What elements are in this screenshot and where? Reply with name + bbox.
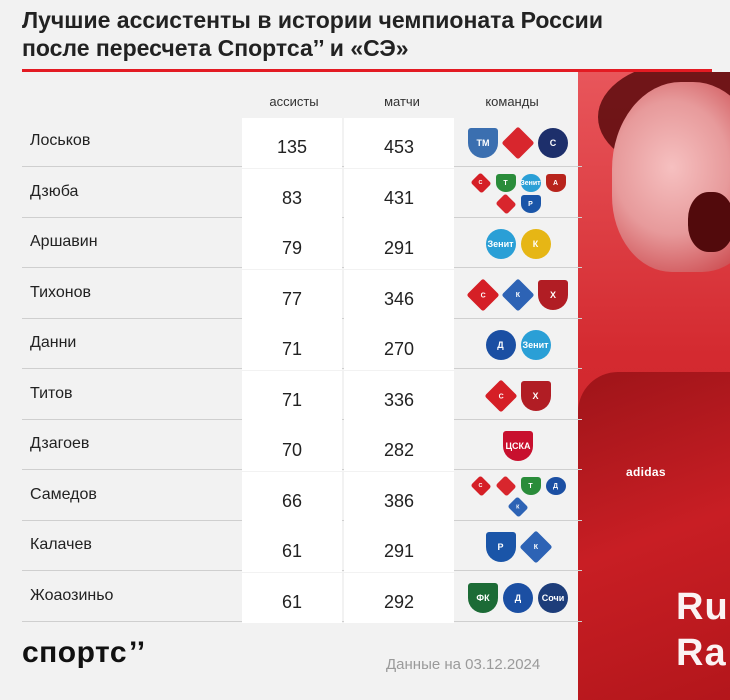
table-row: Дзюба 83 431 С Т Зенит А Р bbox=[22, 168, 582, 219]
player-name: Жоаозиньо bbox=[30, 586, 114, 604]
player-name: Лоськов bbox=[30, 132, 91, 149]
table-row: Лоськов 135 453 ТМ С bbox=[22, 118, 582, 168]
spartak-logo: С bbox=[483, 378, 518, 413]
assists-value: 70 bbox=[242, 421, 342, 471]
player-name: Тихонов bbox=[30, 283, 91, 301]
spartak-logo: С bbox=[470, 475, 491, 497]
spartak-logo: С bbox=[470, 172, 491, 194]
player-name: Самедов bbox=[30, 485, 97, 503]
team-logos: ТМ С bbox=[462, 121, 574, 165]
team-logos: ЦСКА bbox=[462, 424, 574, 468]
sports-logo: спортс’’ bbox=[22, 636, 146, 670]
player-name: Калачев bbox=[30, 536, 92, 553]
matches-value: 336 bbox=[344, 370, 454, 421]
table-row: Жоаозиньо 61 292 ФК Д Сочи bbox=[22, 572, 582, 623]
matches-value: 346 bbox=[344, 269, 454, 320]
matches-value: 386 bbox=[344, 471, 454, 522]
table-row: Дзагоев 70 282 ЦСКА bbox=[22, 421, 582, 471]
cska-logo: ЦСКА bbox=[503, 431, 533, 461]
assists-value: 66 bbox=[242, 471, 342, 522]
data-date-note: Данные на 03.12.2024 bbox=[386, 656, 541, 673]
assists-value: 135 bbox=[242, 118, 342, 168]
kit-sponsor-label: Ru Ra bbox=[676, 586, 729, 674]
kit-brand-label: adidas bbox=[626, 465, 666, 479]
tom-logo: Т bbox=[495, 174, 516, 192]
table-row: Данни 71 270 Д Зенит bbox=[22, 320, 582, 370]
matches-value: 453 bbox=[344, 118, 454, 168]
lokomotiv-logo bbox=[495, 193, 516, 215]
krasnodar-logo: ФК bbox=[468, 582, 498, 613]
lokomotiv-logo bbox=[501, 126, 535, 160]
rostov-logo: Р bbox=[485, 532, 516, 562]
team-logos: ФК Д Сочи bbox=[462, 576, 574, 620]
table-row: Калачев 61 291 Р К bbox=[22, 522, 582, 572]
photo-mouth bbox=[688, 192, 730, 252]
tom-logo: Т bbox=[520, 477, 541, 495]
assists-value: 79 bbox=[242, 219, 342, 269]
zenit-logo: Зенит bbox=[485, 229, 516, 259]
matches-value: 270 bbox=[344, 320, 454, 370]
assists-value: 61 bbox=[242, 572, 342, 623]
torpedo-logo: ТМ bbox=[468, 128, 498, 158]
title-divider bbox=[22, 69, 712, 72]
photo-shirt bbox=[578, 372, 730, 700]
player-name: Дзюба bbox=[30, 182, 79, 200]
title-line-1: Лучшие ассистенты в истории чемпионата Р… bbox=[22, 7, 603, 33]
column-header-matches: матчи bbox=[384, 94, 420, 109]
matches-value: 291 bbox=[344, 522, 454, 572]
column-header-teams: команды bbox=[485, 94, 539, 109]
dinamo-logo: Д bbox=[503, 582, 533, 613]
assists-value: 71 bbox=[242, 370, 342, 421]
spartak-logo: С bbox=[466, 277, 500, 312]
rostov-logo: Р bbox=[520, 195, 541, 213]
table-row: Самедов 66 386 С Т Д К bbox=[22, 471, 582, 522]
table-row: Аршавин 79 291 Зенит К bbox=[22, 219, 582, 269]
matches-value: 431 bbox=[344, 168, 454, 219]
matches-value: 291 bbox=[344, 219, 454, 269]
column-header-assists: ассисты bbox=[269, 94, 319, 109]
dinamo-logo: Д bbox=[485, 330, 516, 360]
assists-value: 71 bbox=[242, 320, 342, 370]
krylia-logo: К bbox=[507, 496, 529, 518]
zenit-logo: Зенит bbox=[520, 330, 551, 360]
player-name: Титов bbox=[30, 384, 73, 402]
dinamo-logo: Д bbox=[545, 477, 566, 495]
krylia-logo: К bbox=[518, 530, 553, 564]
sports-logo-text: спортс bbox=[22, 636, 128, 669]
table-row: Титов 71 336 С Х bbox=[22, 370, 582, 421]
assists-value: 61 bbox=[242, 522, 342, 572]
sports-logo-mark: ’’ bbox=[129, 636, 146, 669]
kuban-logo: К bbox=[520, 229, 551, 259]
assists-value: 83 bbox=[242, 168, 342, 219]
player-photo: adidas Ru Ra bbox=[578, 72, 730, 700]
team-logos: Зенит К bbox=[462, 222, 574, 266]
krylia-logo: К bbox=[501, 277, 535, 312]
zenit-logo: Зенит bbox=[520, 174, 541, 192]
table-row: Тихонов 77 346 С К Х bbox=[22, 269, 582, 320]
khimki-logo: Х bbox=[520, 380, 551, 411]
sochi-logo: Сочи bbox=[538, 582, 568, 613]
matches-value: 292 bbox=[344, 572, 454, 623]
matches-value: 282 bbox=[344, 421, 454, 471]
page-title: Лучшие ассистенты в истории чемпионата Р… bbox=[22, 6, 712, 62]
player-name: Дзагоев bbox=[30, 435, 90, 452]
team-logos: С Т Зенит А Р bbox=[462, 172, 574, 216]
lokomotiv-logo bbox=[495, 475, 516, 497]
title-line-2: после пересчета Спортса’’ и «СЭ» bbox=[22, 35, 409, 61]
player-name: Аршавин bbox=[30, 233, 98, 250]
saturn-logo: С bbox=[538, 128, 568, 158]
team-logos: Д Зенит bbox=[462, 323, 574, 367]
assists-value: 77 bbox=[242, 269, 342, 320]
arsenal-logo: А bbox=[545, 174, 566, 192]
khimki-logo: Х bbox=[538, 279, 568, 310]
player-name: Данни bbox=[30, 334, 77, 351]
